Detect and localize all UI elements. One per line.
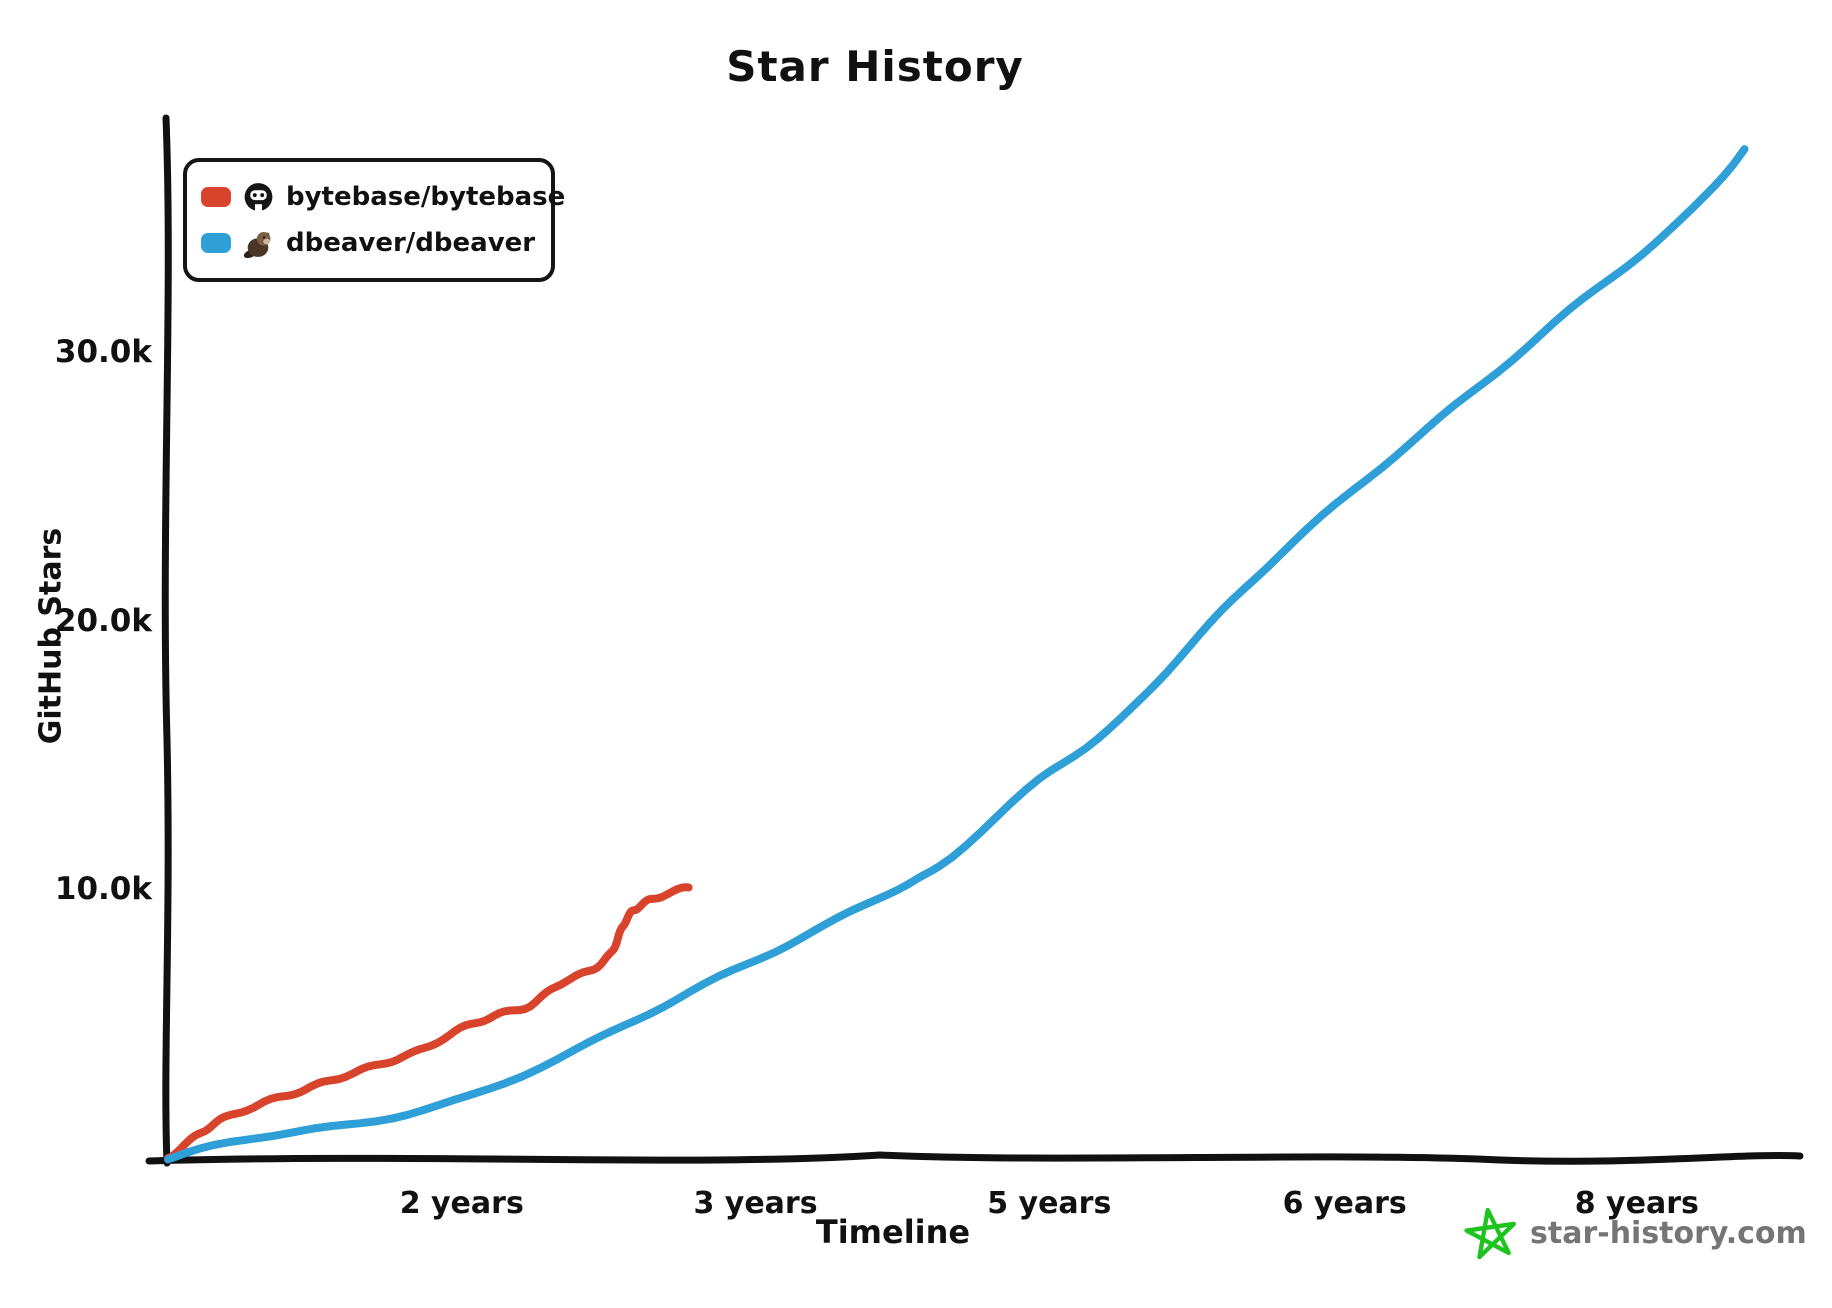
star-history-logo-icon	[1464, 1207, 1517, 1260]
y-axis-line	[161, 114, 172, 1167]
series-line-bytebase	[164, 883, 693, 1162]
watermark-text[interactable]: star-history.com	[1530, 1215, 1807, 1251]
x-axis-line	[145, 1151, 1804, 1165]
chart-title: Star History	[726, 42, 1024, 91]
x-tick-label-3-years: 3 years	[693, 1186, 818, 1221]
y-tick-label-20.0k: 20.0k	[54, 602, 152, 639]
x-tick-label-2-years: 2 years	[399, 1186, 524, 1221]
y-tick-label-30.0k: 30.0k	[54, 334, 152, 371]
bytebase-avatar-icon	[244, 182, 273, 211]
x-tick-label-8-years: 8 years	[1574, 1186, 1699, 1221]
legend-label-dbeaver: dbeaver/dbeaver	[286, 228, 536, 258]
dbeaver-color-swatch	[201, 233, 231, 253]
series-line-dbeaver	[164, 145, 1749, 1164]
x-axis-label: Timeline	[815, 1213, 971, 1251]
legend: bytebase/bytebase dbeaver/dbeaver	[183, 158, 565, 282]
x-tick-label-6-years: 6 years	[1282, 1186, 1407, 1221]
legend-item-bytebase: bytebase/bytebase	[201, 174, 565, 220]
legend-item-dbeaver: dbeaver/dbeaver	[201, 220, 537, 266]
legend-label-bytebase: bytebase/bytebase	[286, 182, 566, 212]
bytebase-color-swatch	[201, 187, 231, 207]
x-tick-label-5-years: 5 years	[987, 1186, 1112, 1221]
y-tick-label-10.0k: 10.0k	[54, 870, 152, 907]
series-lines	[164, 145, 1749, 1164]
watermark[interactable]: star-history.com	[1462, 1203, 1807, 1263]
beaver-icon	[243, 231, 271, 258]
